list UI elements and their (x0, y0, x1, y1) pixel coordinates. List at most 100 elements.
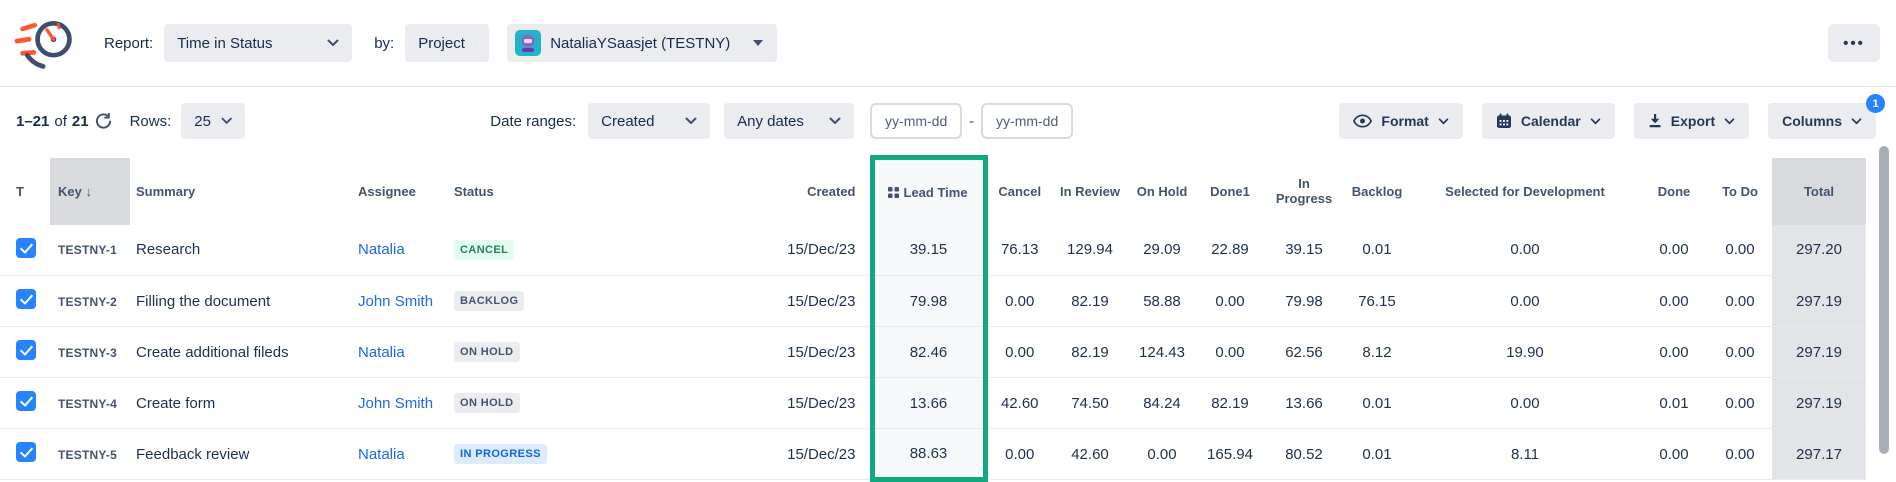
cell-done1: 165.94 (1196, 429, 1264, 480)
format-button[interactable]: Format (1339, 103, 1462, 139)
cell-done1: 0.00 (1196, 276, 1264, 327)
cell-created: 15/Dec/23 (600, 327, 872, 378)
column-header-created[interactable]: Created (600, 158, 872, 225)
cell-in-review: 82.19 (1052, 327, 1128, 378)
row-checkbox[interactable] (16, 340, 36, 360)
columns-label: Columns (1782, 113, 1842, 129)
chevron-down-icon (1851, 118, 1862, 125)
column-header-in-review[interactable]: In Review (1052, 158, 1128, 225)
chevron-down-icon (1724, 118, 1735, 125)
cell-backlog: 8.12 (1344, 327, 1410, 378)
column-header-lead-time-highlighted[interactable]: Lead Time (872, 158, 985, 225)
status-badge: BACKLOG (454, 291, 524, 311)
issue-key[interactable]: TESTNY-3 (58, 346, 117, 360)
cell-cancel: 42.60 (985, 378, 1052, 429)
cell-on-hold: 58.88 (1128, 276, 1196, 327)
cell-in-progress: 39.15 (1264, 225, 1344, 276)
cell-in-progress: 79.98 (1264, 276, 1344, 327)
chevron-down-icon (327, 39, 339, 47)
report-select-value: Time in Status (177, 35, 272, 52)
date-preset-select[interactable]: Any dates (724, 103, 854, 139)
row-checkbox[interactable] (16, 289, 36, 309)
assignee-link[interactable]: John Smith (358, 293, 433, 310)
more-options-button[interactable]: ••• (1828, 24, 1880, 62)
date-field-select[interactable]: Created (588, 103, 710, 139)
date-field-value: Created (601, 113, 654, 130)
column-header-selected-for-development[interactable]: Selected for Development (1410, 158, 1640, 225)
refresh-button[interactable] (93, 111, 114, 132)
pagination-range: 1–21 (16, 113, 49, 130)
chevron-down-icon (1590, 118, 1601, 125)
column-header-summary[interactable]: Summary (130, 158, 352, 225)
date-to-input[interactable] (981, 103, 1073, 139)
column-header-backlog[interactable]: Backlog (1344, 158, 1410, 225)
app-logo-stopwatch-icon (14, 13, 78, 73)
cell-done: 0.00 (1640, 276, 1708, 327)
assignee-link[interactable]: Natalia (358, 344, 405, 361)
cell-created: 15/Dec/23 (600, 378, 872, 429)
columns-button[interactable]: Columns 1 (1768, 103, 1876, 139)
project-select[interactable]: NataliaYSaasjet (TESTNY) (507, 24, 777, 62)
issue-key[interactable]: TESTNY-1 (58, 243, 117, 257)
cell-lead-time-highlighted: 13.66 (872, 378, 985, 429)
chevron-down-icon (221, 117, 232, 125)
cell-total: 297.19 (1772, 276, 1866, 327)
cell-to-do: 0.00 (1708, 378, 1772, 429)
cell-total: 297.19 (1772, 378, 1866, 429)
column-header-done1[interactable]: Done1 (1196, 158, 1264, 225)
issue-summary: Research (136, 241, 200, 258)
rows-per-page-select[interactable]: 25 (181, 103, 245, 139)
columns-count-badge: 1 (1866, 94, 1885, 113)
cell-to-do: 0.00 (1708, 429, 1772, 480)
status-badge: IN PROGRESS (454, 444, 547, 464)
issue-summary: Create form (136, 395, 215, 412)
row-checkbox[interactable] (16, 442, 36, 462)
cell-in-review: 129.94 (1052, 225, 1128, 276)
column-header-done[interactable]: Done (1640, 158, 1708, 225)
assignee-link[interactable]: John Smith (358, 395, 433, 412)
report-select[interactable]: Time in Status (164, 24, 352, 62)
toolbar-right-actions: Format Calendar Export (1339, 103, 1876, 139)
pagination: 1–21 of 21 (16, 113, 89, 130)
cell-created: 15/Dec/23 (600, 429, 872, 480)
cell-created: 15/Dec/23 (600, 276, 872, 327)
calendar-button[interactable]: Calendar (1482, 103, 1615, 139)
download-icon (1648, 113, 1662, 129)
vertical-scrollbar[interactable] (1879, 146, 1889, 454)
cell-backlog: 0.01 (1344, 225, 1410, 276)
assignee-link[interactable]: Natalia (358, 446, 405, 463)
table-header-row: T Key ↓ Summary Assignee Status Created … (0, 158, 1866, 225)
row-checkbox[interactable] (16, 391, 36, 411)
column-header-key[interactable]: Key ↓ (50, 158, 130, 225)
issue-summary: Filling the document (136, 293, 270, 310)
row-checkbox[interactable] (16, 238, 36, 258)
issue-key[interactable]: TESTNY-2 (58, 295, 117, 309)
group-by-select[interactable]: Project (405, 24, 489, 62)
cell-selected-for-development: 8.11 (1410, 429, 1640, 480)
column-header-total[interactable]: Total (1772, 158, 1866, 225)
export-button[interactable]: Export (1634, 103, 1749, 139)
table-body: TESTNY-1 Research Natalia CANCEL 15/Dec/… (0, 225, 1866, 480)
cell-to-do: 0.00 (1708, 276, 1772, 327)
column-header-to-do[interactable]: To Do (1708, 158, 1772, 225)
chevron-down-icon (829, 117, 841, 125)
column-header-assignee[interactable]: Assignee (352, 158, 448, 225)
format-label: Format (1381, 113, 1428, 129)
cell-to-do: 0.00 (1708, 225, 1772, 276)
assignee-link[interactable]: Natalia (358, 241, 405, 258)
meatball-menu-icon: ••• (1843, 35, 1865, 52)
caret-down-icon (753, 40, 763, 46)
date-from-input[interactable] (870, 103, 962, 139)
project-select-value: NataliaYSaasjet (TESTNY) (550, 35, 730, 52)
issue-key[interactable]: TESTNY-5 (58, 448, 117, 462)
issue-key[interactable]: TESTNY-4 (58, 397, 117, 411)
cell-total: 297.17 (1772, 429, 1866, 480)
column-header-on-hold[interactable]: On Hold (1128, 158, 1196, 225)
column-header-cancel[interactable]: Cancel (985, 158, 1052, 225)
cell-selected-for-development: 19.90 (1410, 327, 1640, 378)
cell-on-hold: 84.24 (1128, 378, 1196, 429)
cell-done: 0.00 (1640, 225, 1708, 276)
column-header-type[interactable]: T (0, 158, 50, 225)
column-header-in-progress[interactable]: In Progress (1264, 158, 1344, 225)
column-header-status[interactable]: Status (448, 158, 600, 225)
